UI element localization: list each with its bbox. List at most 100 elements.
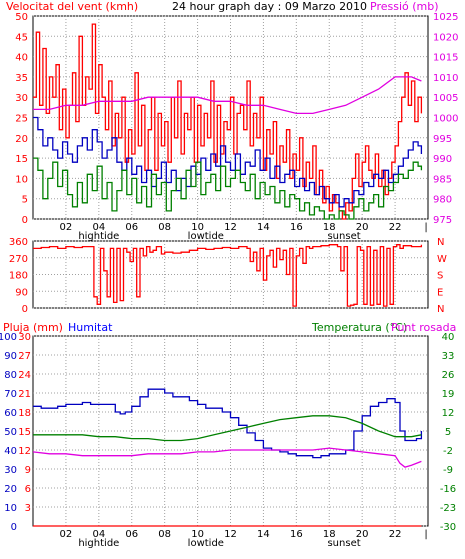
x-tick-label: 04 [92, 222, 105, 233]
dir-tick-left: 360 [9, 237, 28, 248]
y-tick-left: 15 [15, 154, 28, 165]
x-marker-label: hightide [78, 231, 119, 242]
humidity-tick: 90 [4, 351, 17, 362]
series-layer [32, 23, 423, 527]
series-line-gust [33, 23, 423, 220]
y-tick-left: 0 [22, 215, 28, 226]
x-end-mark: | [424, 222, 427, 233]
humidity-tick: 20 [4, 484, 17, 495]
y-tick-right: 980 [433, 195, 452, 206]
humidity-label: Humitat [68, 321, 113, 334]
series-line-temperatura [33, 415, 422, 442]
humidity-tick: 0 [11, 522, 17, 533]
x-marker-label: sunset [327, 538, 360, 549]
series-line-humitat [33, 388, 423, 459]
x-tick-label: 10 [191, 529, 204, 540]
series-line-pressure [33, 76, 422, 115]
humidity-tick: 10 [4, 503, 17, 514]
temp-tick: -16 [440, 484, 456, 495]
temp-tick: 40 [442, 332, 455, 343]
x-marker-label: sunset [327, 231, 360, 242]
humidity-tick: 50 [4, 427, 17, 438]
rain-tick: 30 [18, 332, 31, 343]
x-tick-label: 20 [356, 222, 369, 233]
x-tick-label: 08 [158, 222, 171, 233]
series-line-average [33, 157, 423, 220]
temp-tick: -2 [443, 446, 453, 457]
x-marker-label: hightide [78, 538, 119, 549]
series-line-direction [33, 244, 423, 307]
temp-tick: 12 [442, 408, 455, 419]
y-tick-right: 1025 [433, 12, 458, 23]
x-tick-label: 22 [389, 529, 402, 540]
dir-tick-left: 180 [9, 271, 28, 282]
y-tick-right: 1010 [433, 73, 458, 84]
top-left-title: Velocitat del vent (kmh) [6, 0, 138, 13]
rain-tick: 12 [18, 446, 31, 457]
rain-label: Pluja (mm) [3, 321, 63, 334]
x-tick-label: 04 [92, 529, 105, 540]
dewpoint-label: Punt rosada [391, 321, 456, 334]
rain-tick: 3 [25, 503, 31, 514]
dir-tick-right: E [437, 287, 443, 298]
temp-tick: -23 [440, 503, 456, 514]
rain-tick: 18 [18, 408, 31, 419]
rain-tick: 9 [25, 465, 31, 476]
x-tick-label: 10 [191, 222, 204, 233]
humidity-tick: 70 [4, 389, 17, 400]
y-tick-left: 30 [15, 93, 28, 104]
dir-tick-right: N [437, 237, 444, 248]
top-center-title: 24 hour graph day : 09 Marzo 2010 [172, 0, 367, 13]
y-tick-right: 985 [433, 174, 452, 185]
y-tick-left: 45 [15, 32, 28, 43]
temp-tick: 33 [442, 351, 455, 362]
x-tick-label: 18 [323, 529, 336, 540]
x-tick-label: 02 [60, 529, 73, 540]
temp-tick: 5 [445, 427, 451, 438]
x-tick-label: 06 [125, 222, 138, 233]
dir-tick-right: N [437, 304, 444, 315]
y-tick-right: 990 [433, 154, 452, 165]
temp-tick: 26 [442, 370, 455, 381]
temperature-label: Temperatura (°C) [311, 321, 407, 334]
rain-tick: 27 [18, 351, 31, 362]
x-tick-label: 20 [356, 529, 369, 540]
x-tick-label: 12 [224, 529, 237, 540]
humidity-tick: 80 [4, 370, 17, 381]
dir-tick-right: W [437, 254, 447, 265]
humidity-tick: 100 [0, 332, 17, 343]
y-tick-right: 1000 [433, 114, 458, 125]
temp-tick: -9 [443, 465, 453, 476]
x-tick-label: 02 [60, 222, 73, 233]
humidity-tick: 60 [4, 408, 17, 419]
y-tick-right: 995 [433, 134, 452, 145]
top-right-title: Pressió (mb) [370, 0, 439, 13]
temp-tick: 19 [442, 389, 455, 400]
y-tick-left: 5 [22, 195, 28, 206]
humidity-tick: 30 [4, 465, 17, 476]
ticks-layer: 02 04 06 08 10 12 14 16 18 20 22 | hightide lowtide su… [0, 12, 458, 549]
y-tick-right: 1020 [433, 32, 458, 43]
x-marker-label: lowtide [188, 231, 224, 242]
x-end-mark: | [424, 529, 427, 540]
dir-tick-left: 270 [9, 254, 28, 265]
x-tick-label: 22 [389, 222, 402, 233]
x-tick-label: 12 [224, 222, 237, 233]
y-tick-left: 25 [15, 114, 28, 125]
x-tick-label: 06 [125, 529, 138, 540]
dir-tick-left: 90 [15, 287, 28, 298]
x-tick-label: 08 [158, 529, 171, 540]
series-line-punt-rosada [32, 447, 422, 468]
dir-tick-right: S [437, 271, 443, 282]
x-tick-label: 14 [257, 529, 270, 540]
y-tick-left: 20 [15, 134, 28, 145]
rain-tick: 15 [18, 427, 31, 438]
y-tick-right: 1015 [433, 53, 458, 64]
x-tick-label: 16 [290, 529, 303, 540]
x-tick-label: 16 [290, 222, 303, 233]
temp-tick: -30 [440, 522, 456, 533]
y-tick-left: 50 [15, 12, 28, 23]
dir-tick-left: 0 [22, 304, 28, 315]
rain-tick: 24 [18, 370, 31, 381]
